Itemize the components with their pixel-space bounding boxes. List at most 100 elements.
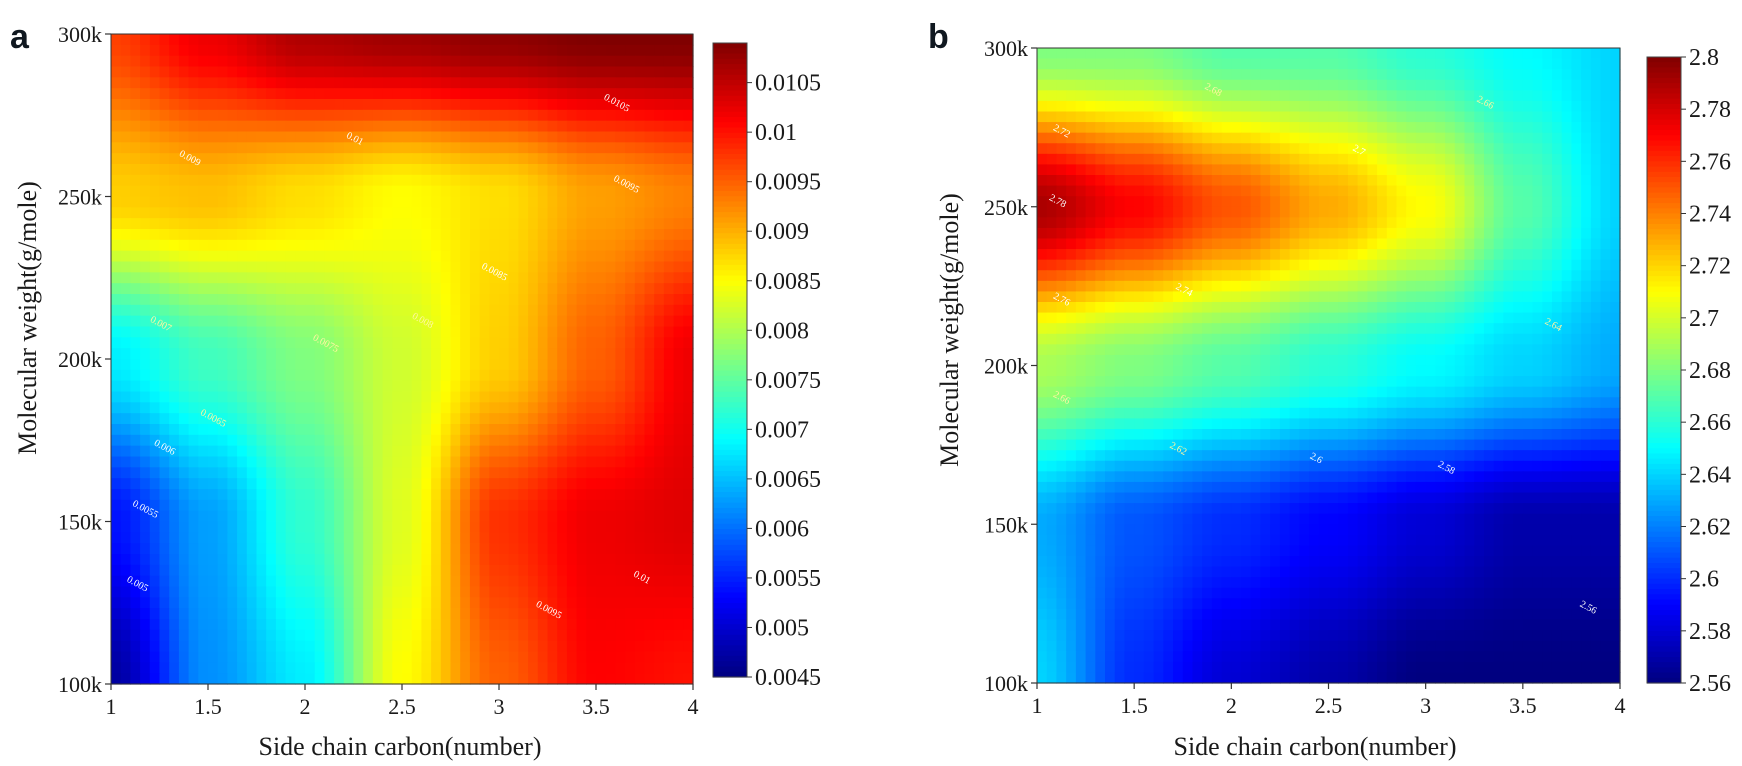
heatmap-cell-b [1192, 238, 1203, 250]
heatmap-cell-a [363, 391, 374, 403]
heatmap-cell-a [392, 575, 403, 588]
heatmap-cell-b [1318, 206, 1330, 218]
heatmap-cell-b [1561, 185, 1573, 197]
heatmap-cell-b [1600, 111, 1611, 123]
heatmap-cell-a [411, 586, 422, 598]
heatmap-cell-a [266, 619, 277, 631]
heatmap-cell-a [663, 164, 675, 176]
heatmap-cell-a [460, 359, 471, 371]
heatmap-cell-b [1221, 164, 1232, 176]
heatmap-cell-a [149, 662, 161, 674]
heatmap-cell-a [246, 391, 258, 403]
heatmap-cell-b [1173, 175, 1184, 187]
heatmap-cell-a [596, 164, 607, 176]
heatmap-cell-a [275, 608, 287, 620]
heatmap-cell-a [557, 174, 568, 187]
heatmap-cell-a [324, 315, 335, 328]
heatmap-cell-a [683, 174, 694, 187]
colorbar-segment-a [713, 85, 747, 92]
heatmap-cell-b [1406, 153, 1417, 166]
heatmap-cell-b [1114, 249, 1126, 261]
heatmap-cell-a [634, 185, 646, 198]
heatmap-cell-a [518, 164, 529, 176]
heatmap-cell-b [1454, 249, 1466, 261]
heatmap-cell-a [440, 434, 452, 447]
heatmap-cell-a [246, 142, 258, 154]
heatmap-cell-a [111, 629, 122, 642]
heatmap-cell-a [460, 532, 471, 544]
heatmap-cell-b [1590, 111, 1602, 123]
heatmap-cell-a [431, 88, 442, 100]
heatmap-cell-a [266, 326, 277, 338]
heatmap-cell-a [586, 619, 597, 631]
heatmap-cell-a [266, 651, 277, 663]
heatmap-cell-b [1202, 153, 1213, 166]
heatmap-cell-a [208, 521, 219, 533]
heatmap-cell-b [1513, 100, 1524, 113]
heatmap-cell-b [1542, 217, 1553, 229]
heatmap-cell-a [634, 543, 646, 555]
heatmap-cell-a [198, 532, 209, 544]
heatmap-cell-a [634, 445, 646, 458]
heatmap-cell-a [256, 326, 267, 338]
heatmap-cell-a [557, 88, 568, 100]
heatmap-cell-a [411, 564, 422, 577]
heatmap-cell-b [1503, 143, 1514, 155]
heatmap-cell-a [343, 239, 355, 252]
heatmap-cell-b [1347, 185, 1359, 197]
heatmap-cell-a [440, 640, 452, 653]
heatmap-cell-a [663, 402, 675, 414]
heatmap-cell-a [547, 586, 558, 598]
heatmap-cell-b [1571, 100, 1582, 113]
heatmap-cell-a [237, 261, 248, 273]
heatmap-cell-b [1396, 100, 1407, 113]
heatmap-cell-a [363, 564, 374, 577]
heatmap-cell-a [198, 218, 209, 230]
colorbar-segment-a [713, 275, 747, 282]
heatmap-cell-b [1279, 90, 1291, 102]
heatmap-cell-a [305, 575, 316, 588]
heatmap-cell-a [334, 261, 345, 273]
heatmap-cell-a [460, 673, 471, 685]
heatmap-cell-a [537, 261, 549, 273]
heatmap-cell-a [392, 543, 403, 555]
heatmap-cell-a [111, 651, 122, 663]
heatmap-cell-a [440, 391, 452, 403]
heatmap-cell-a [518, 359, 529, 371]
heatmap-cell-a [625, 348, 636, 360]
heatmap-cell-a [305, 424, 316, 436]
heatmap-cell-a [188, 66, 199, 78]
heatmap-cell-a [208, 391, 219, 403]
heatmap-cell-a [654, 445, 665, 458]
heatmap-cell-a [256, 575, 267, 588]
heatmap-cell-a [431, 77, 442, 89]
heatmap-cell-a [140, 315, 151, 328]
heatmap-cell-a [528, 44, 539, 57]
heatmap-cell-b [1260, 153, 1271, 166]
heatmap-cell-b [1522, 175, 1534, 187]
heatmap-cell-b [1309, 100, 1320, 113]
heatmap-cell-a [605, 88, 616, 100]
heatmap-cell-a [518, 575, 529, 588]
heatmap-cell-a [518, 131, 529, 143]
heatmap-cell-a [266, 575, 277, 588]
heatmap-cell-a [208, 229, 219, 241]
heatmap-cell-a [469, 337, 481, 349]
heatmap-cell-a [314, 629, 325, 642]
heatmap-cell-a [169, 326, 180, 338]
heatmap-cell-a [159, 131, 170, 143]
heatmap-cell-a [188, 532, 199, 544]
heatmap-cell-a [644, 521, 655, 533]
heatmap-cell-b [1561, 206, 1573, 218]
heatmap-cell-a [266, 586, 277, 598]
heatmap-cell-a [256, 499, 267, 512]
heatmap-cell-b [1503, 132, 1514, 144]
heatmap-cell-a [663, 445, 675, 458]
heatmap-cell-a [479, 218, 490, 230]
heatmap-cell-a [683, 359, 694, 371]
heatmap-cell-b [1134, 164, 1145, 176]
heatmap-cell-a [120, 337, 131, 349]
heatmap-cell-a [111, 564, 122, 577]
heatmap-cell-a [111, 597, 122, 609]
heatmap-cell-a [421, 99, 432, 111]
